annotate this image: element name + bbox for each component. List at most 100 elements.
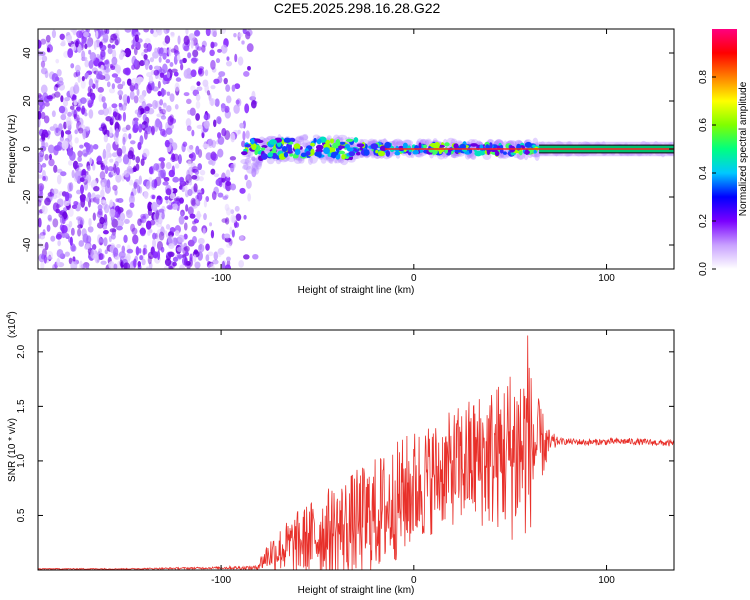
noise-speck xyxy=(82,129,86,140)
noise-speck xyxy=(155,117,161,128)
noise-speck xyxy=(133,58,138,68)
noise-speck xyxy=(138,175,142,185)
noise-speck xyxy=(212,259,219,265)
signal-blob xyxy=(300,152,307,158)
noise-speck xyxy=(109,158,114,163)
noise-speck xyxy=(107,166,114,172)
signal-halo xyxy=(415,153,424,158)
noise-speck xyxy=(95,79,99,90)
signal-blob xyxy=(338,144,343,151)
noise-speck xyxy=(165,188,172,196)
noise-speck xyxy=(88,181,92,186)
noise-speck xyxy=(41,55,48,63)
noise-speck xyxy=(66,34,73,44)
noise-speck xyxy=(128,179,134,186)
noise-speck xyxy=(65,116,72,127)
noise-speck xyxy=(38,117,41,128)
noise-speck xyxy=(198,68,205,77)
signal-blob xyxy=(375,149,379,154)
noise-speck xyxy=(195,145,200,155)
noise-speck xyxy=(112,111,118,118)
noise-speck xyxy=(226,256,231,262)
noise-speck xyxy=(92,163,96,171)
noise-speck xyxy=(225,243,232,248)
noise-speck xyxy=(169,227,176,233)
signal-blob xyxy=(288,147,293,153)
noise-speck xyxy=(87,92,92,97)
noise-speck xyxy=(135,246,140,256)
noise-speck xyxy=(138,123,143,133)
noise-speck xyxy=(221,127,227,137)
noise-speck xyxy=(117,89,124,96)
noise-speck xyxy=(164,139,170,148)
noise-speck xyxy=(147,255,152,265)
colorbar-tick-label: 0.4 xyxy=(698,166,709,180)
noise-speck xyxy=(118,103,124,111)
x-tick-label: -100 xyxy=(211,575,231,586)
noise-speck xyxy=(177,154,182,165)
noise-speck xyxy=(98,253,105,260)
noise-speck xyxy=(220,29,227,35)
noise-speck xyxy=(117,83,124,90)
noise-speck xyxy=(174,104,179,110)
noise-speck xyxy=(79,260,83,269)
noise-speck xyxy=(102,151,106,160)
noise-speck xyxy=(58,105,66,114)
signal-halo xyxy=(302,133,309,141)
noise-speck xyxy=(211,153,218,162)
noise-speck xyxy=(181,186,186,193)
noise-speck xyxy=(65,130,72,135)
noise-speck xyxy=(51,72,59,82)
noise-speck xyxy=(43,254,47,264)
noise-speck xyxy=(117,219,124,227)
signal-blob xyxy=(337,150,346,155)
noise-speck xyxy=(148,75,154,84)
noise-speck xyxy=(153,163,160,171)
noise-speck xyxy=(165,127,173,135)
noise-speck xyxy=(47,144,55,154)
noise-speck xyxy=(178,185,183,190)
noise-speck xyxy=(187,52,192,59)
noise-speck xyxy=(119,259,124,267)
noise-speck xyxy=(80,184,85,195)
noise-speck xyxy=(38,199,42,207)
noise-speck xyxy=(114,39,119,46)
noise-speck xyxy=(196,46,202,51)
noise-speck xyxy=(244,157,252,166)
noise-speck xyxy=(89,157,93,165)
noise-speck xyxy=(149,219,156,226)
noise-speck xyxy=(218,71,226,77)
noise-speck xyxy=(67,111,73,117)
noise-speck xyxy=(165,224,171,230)
noise-speck xyxy=(165,162,172,170)
signal-blob xyxy=(250,138,255,145)
noise-speck xyxy=(195,100,201,109)
noise-speck xyxy=(80,97,87,104)
signal-halo xyxy=(246,165,255,174)
noise-speck xyxy=(205,152,213,161)
noise-speck xyxy=(70,261,78,269)
noise-speck xyxy=(74,64,81,73)
noise-speck xyxy=(173,71,179,77)
signal-halo xyxy=(328,156,334,165)
noise-speck xyxy=(74,116,79,122)
noise-speck xyxy=(131,64,136,70)
noise-speck xyxy=(55,233,62,240)
noise-speck xyxy=(98,109,105,115)
noise-speck xyxy=(179,59,183,65)
noise-speck xyxy=(41,163,47,168)
signal-halo xyxy=(450,153,457,158)
noise-speck xyxy=(143,42,148,49)
noise-speck xyxy=(197,243,205,253)
noise-speck xyxy=(224,217,230,225)
noise-speck xyxy=(126,95,130,104)
noise-speck xyxy=(225,181,232,187)
noise-speck xyxy=(174,230,180,237)
noise-speck xyxy=(192,49,199,58)
noise-speck xyxy=(60,95,64,103)
noise-speck xyxy=(103,59,109,65)
signal-halo xyxy=(251,166,259,172)
noise-speck xyxy=(50,235,56,242)
signal-halo xyxy=(396,139,404,146)
signal-blob xyxy=(341,153,346,160)
